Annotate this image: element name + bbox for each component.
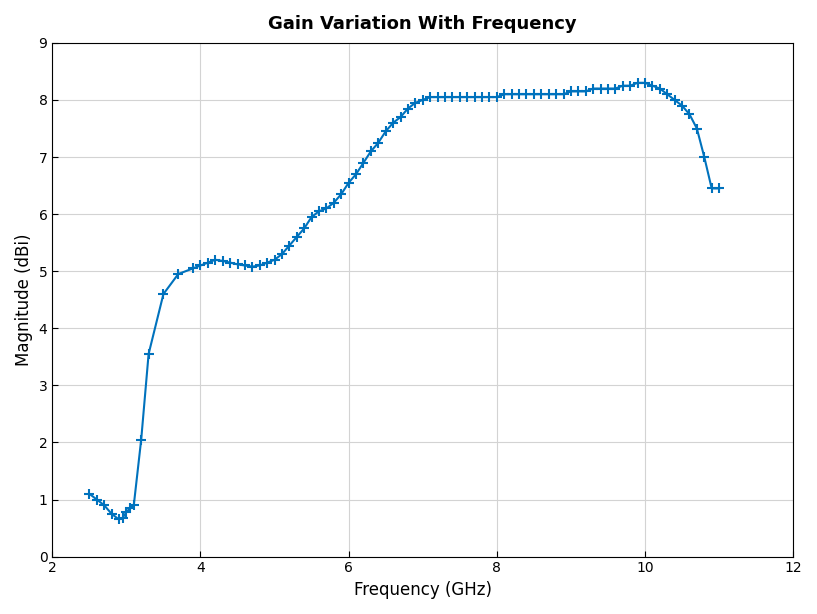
- Y-axis label: Magnitude (dBi): Magnitude (dBi): [15, 233, 33, 366]
- X-axis label: Frequency (GHz): Frequency (GHz): [354, 581, 492, 599]
- Title: Gain Variation With Frequency: Gain Variation With Frequency: [269, 15, 577, 33]
